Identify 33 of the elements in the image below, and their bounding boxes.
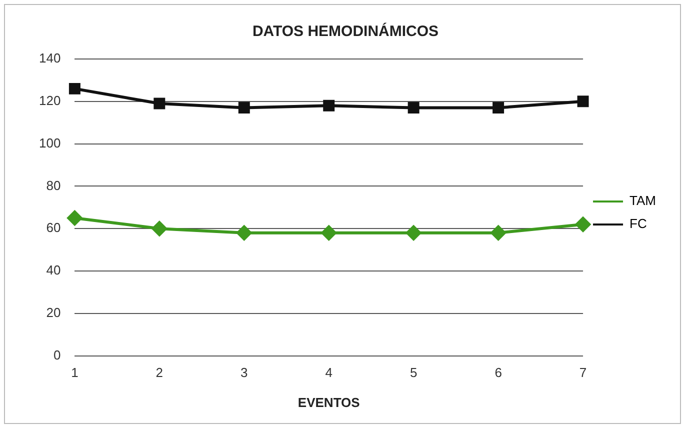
x-tick-label: 7 <box>579 365 587 380</box>
y-tick-label: 40 <box>46 262 61 278</box>
x-tick-label: 4 <box>325 365 332 380</box>
y-tick-label: 80 <box>46 178 61 193</box>
point <box>321 225 336 240</box>
point <box>152 221 167 236</box>
point <box>492 102 504 114</box>
point <box>490 225 506 240</box>
point <box>408 102 420 114</box>
x-axis-title: EVENTOS <box>298 394 360 410</box>
legend-label: FC <box>630 216 647 232</box>
y-tick-label: 0 <box>53 347 61 362</box>
point <box>577 96 589 108</box>
chart-title: DATOS HEMODINÁMICOS <box>252 22 439 40</box>
y-tick-label: 100 <box>38 135 61 150</box>
point <box>238 102 250 114</box>
legend-label: TAM <box>630 193 656 208</box>
point <box>236 225 252 240</box>
y-tick-label: 140 <box>38 50 61 66</box>
point <box>154 98 166 110</box>
y-tick-label: 60 <box>46 220 61 236</box>
x-tick-label: 5 <box>410 365 418 380</box>
x-tick-label: 2 <box>156 365 164 380</box>
x-tick-label: 1 <box>71 365 78 380</box>
point <box>576 216 591 232</box>
point <box>406 225 422 240</box>
x-tick-label: 3 <box>240 365 248 380</box>
x-tick-label: 6 <box>494 365 502 380</box>
point <box>67 210 82 226</box>
y-tick-label: 20 <box>46 304 61 320</box>
point <box>323 100 335 112</box>
point <box>68 82 80 94</box>
y-tick-label: 120 <box>38 92 61 108</box>
